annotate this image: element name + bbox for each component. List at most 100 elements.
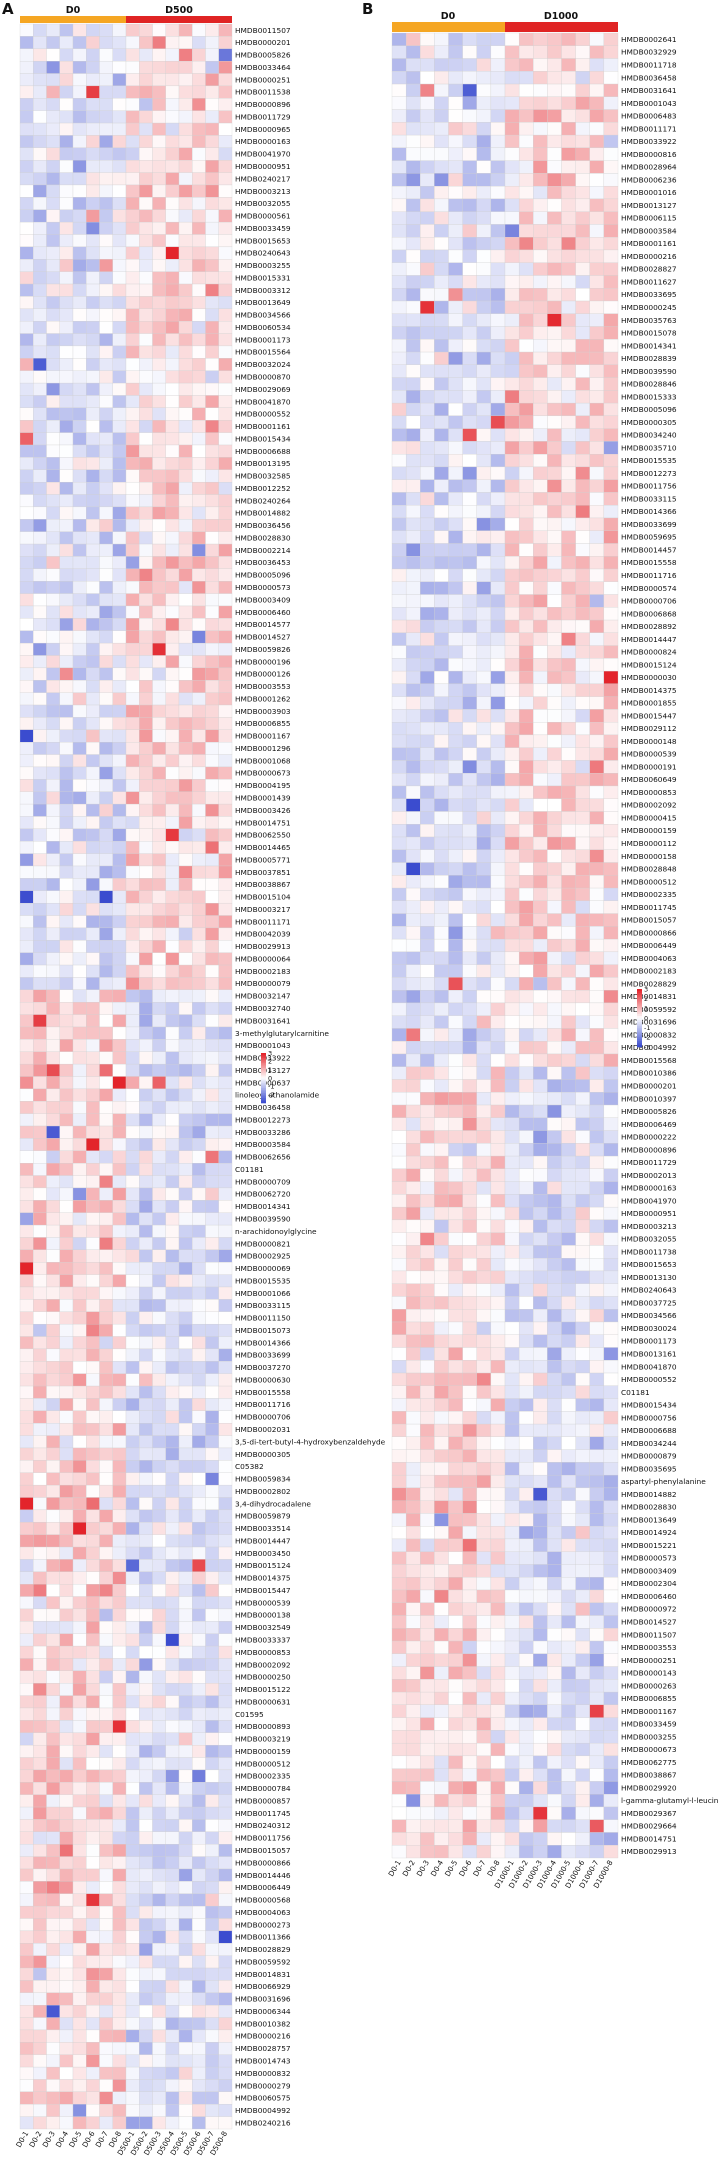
heatmap-cell: [205, 1472, 219, 1486]
heatmap-cell: [391, 1270, 407, 1284]
heatmap-cell: [575, 198, 590, 212]
heatmap-cell: [152, 2042, 166, 2055]
heatmap-cell: [218, 494, 233, 508]
heatmap-cell: [205, 667, 219, 681]
heatmap-cell: [19, 160, 34, 173]
heatmap-cell: [589, 747, 605, 761]
heatmap-cell: [391, 938, 407, 953]
heatmap-cell: [152, 308, 166, 322]
heatmap-cell: [59, 1274, 74, 1288]
heatmap-cell: [575, 1155, 590, 1169]
heatmap-cell: [547, 1423, 562, 1437]
heatmap-cell: [218, 110, 233, 124]
heatmap-cell: [72, 2116, 87, 2130]
heatmap-cell: [86, 494, 100, 508]
heatmap-cell: [19, 1881, 34, 1894]
heatmap-cell: [139, 98, 153, 111]
heatmap-cell: [86, 469, 100, 483]
heatmap-cell: [178, 1720, 193, 1733]
heatmap-cell: [589, 1168, 605, 1182]
heatmap-cell: [218, 2054, 233, 2068]
heatmap-cell: [575, 683, 590, 697]
row-label: HMDB0014447: [235, 1536, 291, 1545]
heatmap-cell: [575, 836, 590, 850]
heatmap-cell: [86, 321, 100, 334]
heatmap-cell: [391, 1321, 407, 1335]
heatmap-cell: [165, 481, 180, 495]
heatmap-cell: [575, 964, 590, 978]
heatmap-cell: [46, 1125, 60, 1139]
heatmap-cell: [46, 1794, 60, 1808]
heatmap-cell: [152, 1980, 166, 1993]
heatmap-cell: [152, 135, 166, 148]
legend-swatch: [261, 1099, 266, 1102]
heatmap-cell: [205, 48, 219, 62]
heatmap-cell: [561, 275, 576, 289]
heatmap-cell: [46, 36, 60, 49]
heatmap-cell: [46, 85, 60, 99]
heatmap-cell: [192, 803, 206, 817]
heatmap-cell: [46, 135, 60, 148]
heatmap-cell: [59, 1076, 74, 1090]
heatmap-cell: [405, 581, 421, 595]
heatmap-cell: [152, 779, 166, 792]
heatmap-cell: [99, 1992, 113, 2006]
heatmap-cell: [59, 1571, 74, 1585]
heatmap-cell: [72, 704, 87, 718]
heatmap-cell: [518, 492, 534, 506]
heatmap-cell: [19, 1286, 34, 1300]
heatmap-cell: [152, 2066, 166, 2080]
heatmap-cell: [462, 326, 477, 340]
heatmap-cell: [33, 1163, 47, 1176]
heatmap-cell: [125, 1484, 140, 1498]
heatmap-cell: [391, 836, 407, 850]
heatmap-cell: [547, 887, 562, 901]
heatmap-cell: [448, 530, 463, 544]
heatmap-cell: [59, 543, 74, 557]
heatmap-cell: [33, 506, 47, 520]
heatmap-cell: [589, 964, 605, 978]
heatmap-cell: [165, 1831, 180, 1845]
heatmap-cell: [178, 890, 193, 904]
heatmap-cell: [178, 1484, 193, 1498]
row-label: HMDB0000512: [235, 1759, 291, 1768]
heatmap-cell: [405, 556, 421, 570]
heatmap-cell: [19, 23, 34, 37]
legend-swatch: [261, 1084, 266, 1087]
heatmap-cell: [490, 1283, 506, 1297]
heatmap-cell: [533, 977, 548, 991]
heatmap-cell: [518, 568, 534, 582]
heatmap-cell: [218, 2091, 233, 2105]
heatmap-cell: [420, 951, 435, 965]
heatmap-cell: [46, 1361, 60, 1374]
row-label: HMDB0033286: [235, 1128, 291, 1137]
heatmap-cell: [125, 1051, 140, 1065]
heatmap-cell: [603, 1296, 619, 1310]
heatmap-cell: [139, 754, 153, 768]
heatmap-cell: [86, 1150, 100, 1164]
heatmap-cell: [112, 1497, 127, 1511]
heatmap-cell: [46, 1868, 60, 1882]
heatmap-cell: [490, 492, 506, 506]
heatmap-cell: [561, 1398, 576, 1412]
heatmap-cell: [218, 680, 233, 693]
heatmap-cell: [561, 1015, 576, 1029]
heatmap-cell: [434, 1232, 449, 1246]
heatmap-cell: [533, 517, 548, 531]
heatmap-cell: [19, 1039, 34, 1052]
heatmap-cell: [178, 2079, 193, 2092]
heatmap-cell: [518, 173, 534, 187]
heatmap-cell: [112, 1113, 127, 1127]
heatmap-cell: [448, 224, 463, 238]
heatmap-cell: [405, 1372, 421, 1386]
heatmap-cell: [504, 1577, 520, 1591]
heatmap-cell: [561, 811, 576, 825]
heatmap-cell: [86, 1856, 100, 1870]
heatmap-cell: [152, 1831, 166, 1845]
heatmap-cell: [112, 754, 127, 768]
heatmap-cell: [490, 377, 506, 391]
heatmap-cell: [86, 779, 100, 792]
heatmap-cell: [19, 1423, 34, 1436]
heatmap-cell: [476, 211, 492, 225]
heatmap-cell: [603, 58, 619, 72]
